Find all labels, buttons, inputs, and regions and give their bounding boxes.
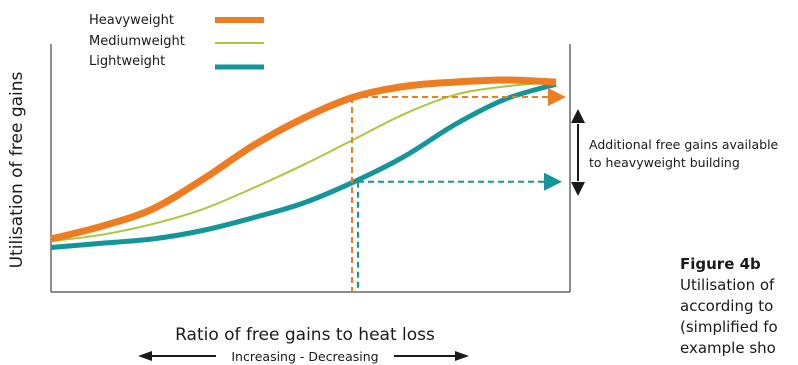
annotation-line-2: to heavyweight building	[589, 155, 740, 170]
legend-label-lightweight: Lightweight	[89, 54, 165, 69]
double-arrow-top-head	[571, 109, 585, 123]
caption-line: example sho	[680, 339, 776, 357]
left-arrow-head	[138, 351, 152, 361]
series-line-lightweight	[50, 81, 557, 250]
y-axis-label: Utilisation of free gains	[7, 71, 27, 268]
figure-caption: Figure 4b Utilisation of according to (s…	[680, 255, 778, 357]
series-line-mediumweight	[50, 81, 557, 243]
series-line-heavyweight	[50, 76, 557, 243]
caption-line: Utilisation of	[680, 276, 775, 294]
caption-line: (simplified fo	[680, 318, 778, 336]
legend-label-heavyweight: Heavyweight	[89, 13, 174, 28]
arrowhead-lightweight	[544, 172, 562, 191]
x-axis-label: Ratio of free gains to heat loss	[175, 325, 435, 345]
x-axis-sublabel: Increasing - Decreasing	[231, 349, 378, 364]
right-arrow-head	[455, 351, 469, 361]
legend: Heavyweight Mediumweight Lightweight	[89, 13, 264, 70]
caption-line: according to	[680, 297, 773, 315]
caption-title: Figure 4b	[680, 255, 761, 273]
double-arrow-bottom-head	[571, 182, 585, 196]
annotation-line-1: Additional free gains available	[589, 137, 779, 152]
arrowhead-heavyweight	[548, 87, 566, 106]
legend-label-mediumweight: Mediumweight	[89, 34, 185, 49]
